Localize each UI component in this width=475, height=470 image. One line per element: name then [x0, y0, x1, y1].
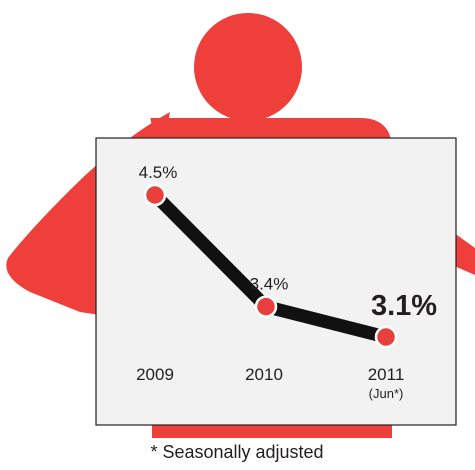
- x-tick-2011: 2011: [368, 365, 405, 384]
- data-label-2011: 3.1%: [371, 290, 437, 322]
- footnote: * Seasonally adjusted: [150, 442, 323, 462]
- x-tick-2009: 2009: [136, 365, 174, 384]
- data-point-2010: [254, 295, 278, 318]
- data-point-2009: [143, 183, 167, 207]
- figure-head: [194, 13, 302, 121]
- plot-area: 4.5% 2009 3.4% 2010 3.1% 2011 (Jun*): [136, 163, 437, 401]
- data-point-2011: [374, 325, 398, 349]
- x-tick-sublabel-2011: (Jun*): [369, 386, 404, 401]
- data-label-2009: 4.5%: [139, 163, 178, 182]
- data-label-2010: 3.4%: [250, 275, 289, 294]
- x-tick-2010: 2010: [245, 365, 283, 384]
